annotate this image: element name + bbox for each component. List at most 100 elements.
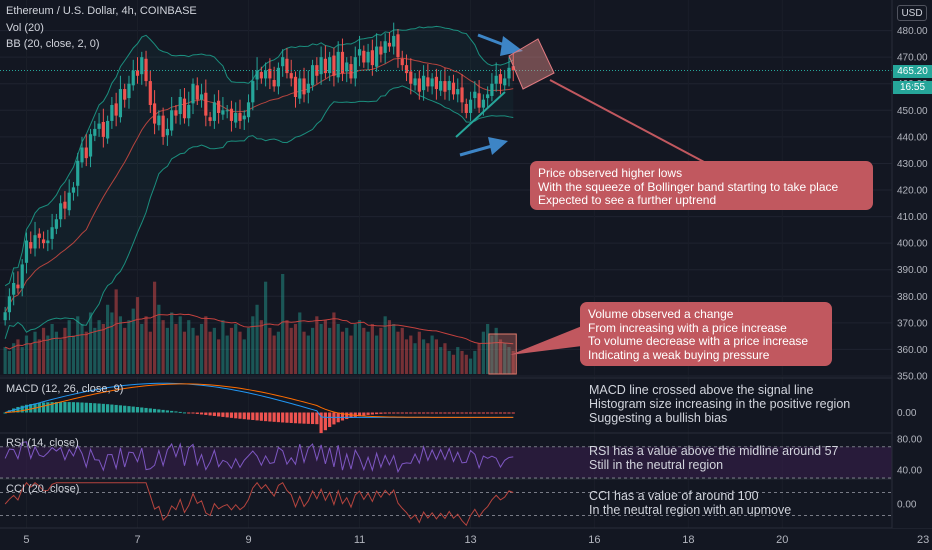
candle-body	[67, 192, 71, 211]
volume-bar	[302, 331, 306, 374]
candle-body	[426, 77, 430, 87]
cci-line	[4, 481, 514, 527]
cci-note[interactable]: CCI has a value of around 100 In the neu…	[589, 489, 791, 517]
candle-body	[306, 83, 310, 93]
macd-histogram-bar	[16, 406, 20, 413]
volume-bar	[238, 331, 242, 374]
candle-body	[404, 65, 409, 74]
volume-bar	[477, 343, 481, 374]
candle-body	[195, 85, 199, 100]
macd-note[interactable]: MACD line crossed above the signal line …	[589, 383, 850, 425]
volume-callout-pointer	[510, 326, 582, 355]
price-tick-label: 440.00	[897, 132, 928, 143]
candle-body	[323, 58, 327, 74]
volume-bar	[97, 320, 101, 374]
candle-body	[503, 78, 507, 86]
macd-histogram-bar	[217, 412, 221, 417]
candle-body	[264, 70, 268, 79]
macd-histogram-bar	[456, 412, 460, 414]
candle-body	[16, 284, 20, 289]
volume-bar	[276, 331, 281, 374]
macd-histogram-bar	[251, 412, 255, 421]
rsi-pane-label[interactable]: RSI (14, close)	[6, 437, 79, 449]
volume-bar	[144, 316, 148, 374]
bollinger-indicator-label[interactable]: BB (20, close, 2, 0)	[6, 38, 100, 50]
volume-bar	[255, 304, 259, 374]
volume-bar	[370, 324, 374, 374]
volume-bar	[170, 312, 174, 374]
macd-pane-label[interactable]: MACD (12, 26, close, 9)	[6, 383, 124, 395]
chart-drawings[interactable]	[455, 33, 707, 355]
candle-body	[225, 110, 229, 112]
volume-callout[interactable]: Volume observed a change From increasing…	[580, 302, 832, 366]
candle-body	[208, 117, 212, 121]
macd-histogram-bar	[494, 412, 498, 414]
volume-bar	[293, 324, 298, 374]
macd-histogram-bar	[375, 412, 379, 415]
price-callout[interactable]: Price observed higher lows With the sque…	[530, 161, 873, 210]
candle-body	[272, 80, 276, 87]
candle-body	[41, 239, 46, 244]
macd-histogram-bar	[255, 412, 259, 421]
macd-histogram-bar	[84, 402, 88, 413]
projection-box	[508, 38, 555, 90]
candle-body	[447, 81, 451, 91]
macd-histogram-bar	[59, 401, 63, 413]
volume-bar	[268, 327, 272, 374]
candle-body	[486, 94, 490, 99]
macd-histogram-bar	[24, 404, 29, 413]
candle-body	[357, 49, 362, 56]
macd-histogram-bar	[298, 412, 302, 424]
volume-bar	[182, 331, 187, 374]
macd-histogram-bar	[439, 412, 443, 414]
candle-body	[498, 74, 503, 84]
volume-bar	[24, 335, 29, 374]
candle-body	[46, 240, 50, 244]
candle-body	[319, 57, 323, 75]
macd-histogram-bar	[191, 412, 195, 414]
volume-bar	[174, 324, 178, 374]
macd-histogram-bar	[229, 412, 234, 418]
price-tick-label: 450.00	[897, 106, 928, 117]
volume-bar	[409, 335, 413, 374]
volume-indicator-label[interactable]: Vol (20)	[6, 22, 44, 34]
macd-histogram-bar	[323, 412, 327, 431]
price-callout-pointer	[549, 79, 707, 164]
volume-bar	[191, 327, 195, 374]
volume-bars	[3, 274, 517, 375]
symbol-title[interactable]: Ethereum / U.S. Dollar, 4h, COINBASE	[6, 5, 197, 17]
volume-bar	[323, 320, 327, 374]
candle-body	[33, 235, 37, 249]
volume-bar	[486, 324, 490, 374]
volume-bar	[289, 327, 293, 374]
volume-bar	[152, 281, 157, 374]
candle-body	[148, 81, 152, 105]
macd-histogram-bar	[93, 403, 97, 413]
volume-bar	[135, 297, 140, 374]
macd-histogram-bar	[511, 412, 515, 414]
macd-histogram-bar	[221, 412, 225, 417]
volume-highlight-box	[488, 333, 517, 375]
candle-body	[507, 67, 511, 79]
candle-body	[106, 120, 110, 139]
macd-histogram-bar	[417, 412, 421, 414]
volume-bar	[357, 320, 362, 374]
volume-bar	[421, 339, 426, 374]
rsi-note[interactable]: RSI has a value above the midline around…	[589, 444, 838, 472]
macd-histogram-bar	[187, 412, 191, 414]
volume-ma-line	[4, 313, 514, 350]
macd-histogram-bar	[486, 412, 490, 414]
cci-pane-label[interactable]: CCI (20, close)	[6, 483, 80, 495]
macd-histogram-bar	[195, 412, 199, 414]
macd-histogram-bar	[152, 408, 157, 413]
macd-histogram-bar	[29, 404, 33, 413]
volume-bar	[234, 324, 238, 374]
macd-histogram-bar	[76, 402, 80, 413]
candle-body	[370, 50, 374, 66]
candle-body	[430, 78, 434, 87]
macd-histogram-bar	[447, 412, 451, 414]
macd-histogram-bar	[315, 412, 319, 425]
candle-body	[165, 128, 169, 136]
currency-button[interactable]: USD	[897, 5, 927, 21]
